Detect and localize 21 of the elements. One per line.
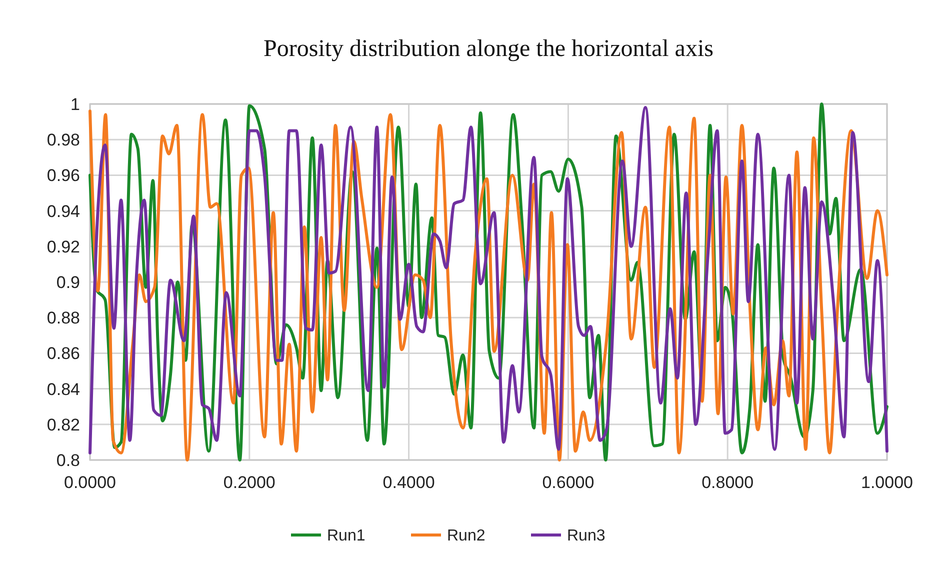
x-tick-label: 0.4000 bbox=[382, 473, 435, 492]
y-tick-label: 0.92 bbox=[46, 237, 80, 256]
y-tick-label: 0.84 bbox=[46, 380, 80, 399]
y-tick-label: 1 bbox=[70, 94, 80, 114]
y-tick-label: 0.88 bbox=[46, 308, 80, 328]
y-tick-label: 0.96 bbox=[46, 166, 80, 186]
y-tick-label: 0.8 bbox=[56, 450, 80, 470]
x-tick-label: 0.8000 bbox=[702, 473, 754, 492]
legend-label: Run2 bbox=[447, 528, 486, 545]
x-tick-label: 0.2000 bbox=[223, 473, 276, 492]
y-tick-label: 0.86 bbox=[46, 344, 80, 364]
y-tick-label: 0.9 bbox=[56, 272, 80, 292]
chart-title: Porosity distribution alonge the horizontal axis bbox=[264, 36, 714, 62]
x-tick-label: 1.0000 bbox=[861, 473, 913, 492]
y-tick-label: 0.98 bbox=[46, 130, 80, 150]
y-tick-label: 0.94 bbox=[46, 202, 80, 221]
legend-label: Run1 bbox=[327, 528, 366, 545]
y-tick-label: 0.82 bbox=[46, 415, 80, 434]
legend-label: Run3 bbox=[567, 528, 606, 545]
x-tick-label: 0.0000 bbox=[64, 473, 116, 492]
x-tick-label: 0.6000 bbox=[542, 473, 594, 492]
